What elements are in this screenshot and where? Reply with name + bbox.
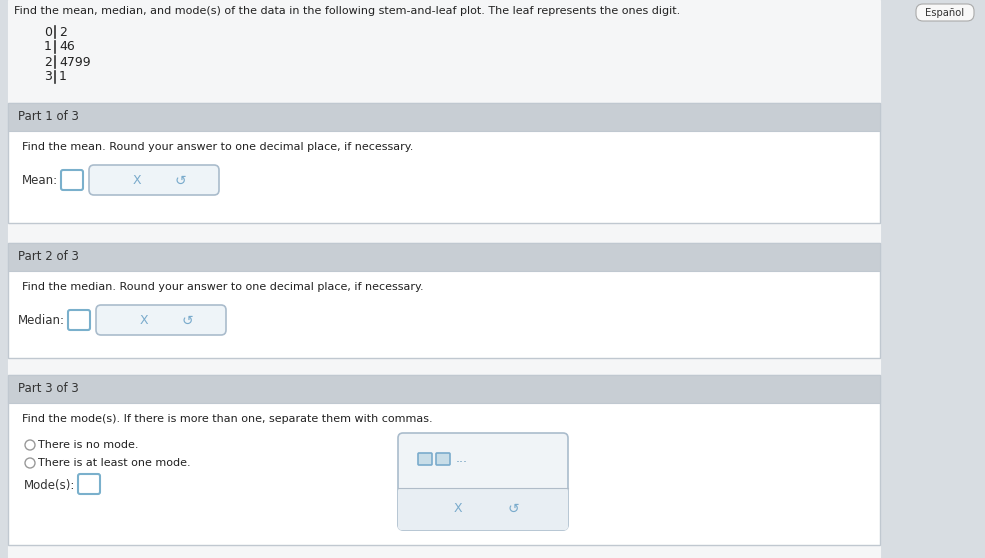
Text: ...: ...: [456, 453, 468, 465]
Text: 3: 3: [44, 70, 52, 84]
Text: There is at least one mode.: There is at least one mode.: [38, 458, 191, 468]
Text: X: X: [453, 503, 462, 516]
Text: ↺: ↺: [181, 314, 193, 328]
Text: Find the mode(s). If there is more than one, separate them with commas.: Find the mode(s). If there is more than …: [22, 414, 432, 424]
Text: ↺: ↺: [508, 502, 519, 516]
Text: 0: 0: [44, 26, 52, 39]
FancyBboxPatch shape: [8, 0, 880, 558]
Text: Find the mean, median, and mode(s) of the data in the following stem-and-leaf pl: Find the mean, median, and mode(s) of th…: [14, 6, 681, 16]
Text: Find the median. Round your answer to one decimal place, if necessary.: Find the median. Round your answer to on…: [22, 282, 424, 292]
FancyBboxPatch shape: [398, 488, 568, 530]
Text: 1: 1: [44, 41, 52, 54]
FancyBboxPatch shape: [418, 453, 432, 465]
Circle shape: [25, 458, 35, 468]
Text: Part 2 of 3: Part 2 of 3: [18, 251, 79, 263]
Text: X: X: [140, 315, 149, 328]
FancyBboxPatch shape: [61, 170, 83, 190]
Text: 2: 2: [44, 55, 52, 69]
FancyBboxPatch shape: [89, 165, 219, 195]
FancyBboxPatch shape: [398, 433, 568, 530]
Text: Mode(s):: Mode(s):: [24, 479, 75, 492]
FancyBboxPatch shape: [78, 474, 100, 494]
Text: 4799: 4799: [59, 55, 91, 69]
FancyBboxPatch shape: [96, 305, 226, 335]
Text: 46: 46: [59, 41, 75, 54]
FancyBboxPatch shape: [8, 375, 880, 545]
FancyBboxPatch shape: [68, 310, 90, 330]
Text: Mean:: Mean:: [22, 175, 58, 187]
FancyBboxPatch shape: [436, 453, 450, 465]
Text: Median:: Median:: [18, 315, 65, 328]
Text: ↺: ↺: [174, 174, 186, 188]
Text: 1: 1: [59, 70, 67, 84]
Text: There is no mode.: There is no mode.: [38, 440, 139, 450]
Circle shape: [25, 440, 35, 450]
Text: X: X: [133, 175, 142, 187]
FancyBboxPatch shape: [8, 103, 880, 131]
FancyBboxPatch shape: [8, 103, 880, 223]
Text: Part 1 of 3: Part 1 of 3: [18, 110, 79, 123]
Text: Part 3 of 3: Part 3 of 3: [18, 382, 79, 396]
Text: Español: Español: [926, 7, 964, 17]
FancyBboxPatch shape: [916, 4, 974, 21]
FancyBboxPatch shape: [8, 243, 880, 358]
Text: 2: 2: [59, 26, 67, 39]
Text: Find the mean. Round your answer to one decimal place, if necessary.: Find the mean. Round your answer to one …: [22, 142, 414, 152]
FancyBboxPatch shape: [8, 243, 880, 271]
FancyBboxPatch shape: [8, 375, 880, 403]
